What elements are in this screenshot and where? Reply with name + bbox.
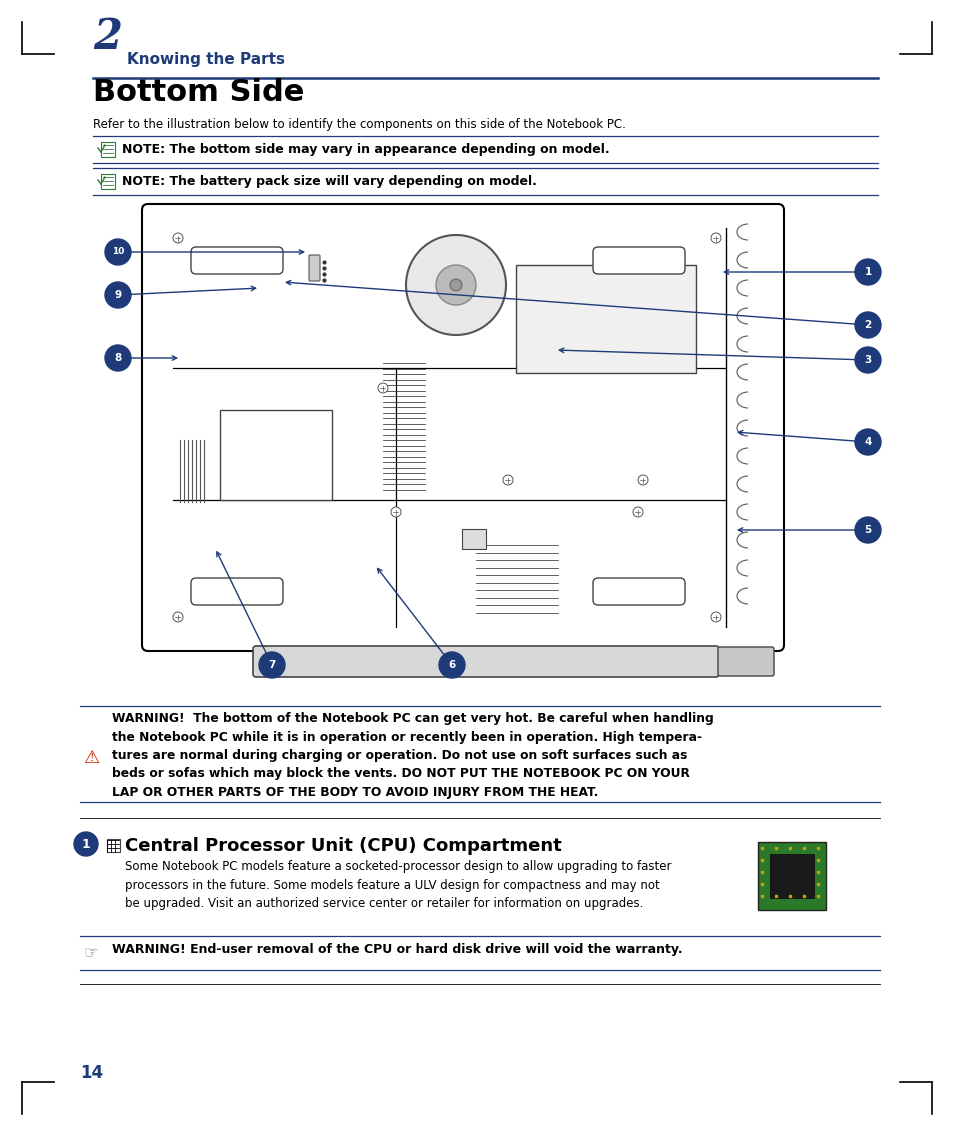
- FancyBboxPatch shape: [461, 529, 485, 549]
- Text: Bottom Side: Bottom Side: [92, 78, 304, 107]
- Text: 6: 6: [448, 660, 456, 670]
- Circle shape: [105, 239, 131, 265]
- Circle shape: [172, 612, 183, 623]
- Text: ⚠: ⚠: [83, 749, 99, 767]
- Circle shape: [854, 259, 880, 285]
- Circle shape: [633, 507, 642, 517]
- Circle shape: [438, 652, 464, 678]
- Circle shape: [172, 233, 183, 243]
- Circle shape: [391, 507, 400, 517]
- FancyBboxPatch shape: [769, 854, 813, 897]
- Text: Central Processor Unit (CPU) Compartment: Central Processor Unit (CPU) Compartment: [125, 837, 561, 855]
- Circle shape: [710, 233, 720, 243]
- FancyBboxPatch shape: [309, 254, 319, 281]
- Circle shape: [105, 282, 131, 308]
- FancyBboxPatch shape: [101, 174, 115, 189]
- Circle shape: [377, 383, 388, 393]
- Text: 2: 2: [92, 16, 122, 58]
- Text: 1: 1: [82, 837, 91, 851]
- Text: WARNING! End-user removal of the CPU or hard disk drive will void the warranty.: WARNING! End-user removal of the CPU or …: [112, 944, 682, 957]
- Circle shape: [105, 345, 131, 371]
- FancyBboxPatch shape: [253, 646, 719, 677]
- FancyBboxPatch shape: [593, 578, 684, 605]
- Text: 10: 10: [112, 248, 124, 257]
- Circle shape: [502, 475, 513, 485]
- Circle shape: [710, 612, 720, 623]
- FancyBboxPatch shape: [191, 578, 283, 605]
- Text: Refer to the illustration below to identify the components on this side of the N: Refer to the illustration below to ident…: [92, 118, 625, 131]
- Text: NOTE: The bottom side may vary in appearance depending on model.: NOTE: The bottom side may vary in appear…: [122, 142, 609, 156]
- Circle shape: [854, 312, 880, 339]
- FancyBboxPatch shape: [220, 410, 332, 500]
- Circle shape: [450, 279, 461, 291]
- Text: 4: 4: [863, 437, 871, 446]
- Text: 8: 8: [114, 353, 121, 364]
- Circle shape: [74, 832, 98, 857]
- Text: WARNING!  The bottom of the Notebook PC can get very hot. Be careful when handli: WARNING! The bottom of the Notebook PC c…: [112, 712, 713, 799]
- FancyBboxPatch shape: [516, 265, 696, 373]
- Circle shape: [854, 517, 880, 543]
- Circle shape: [854, 429, 880, 456]
- Text: 3: 3: [863, 354, 871, 365]
- Text: Knowing the Parts: Knowing the Parts: [127, 52, 285, 67]
- FancyBboxPatch shape: [718, 648, 773, 676]
- FancyBboxPatch shape: [142, 204, 783, 651]
- Text: 1: 1: [863, 267, 871, 277]
- Circle shape: [854, 346, 880, 373]
- Text: 2: 2: [863, 320, 871, 329]
- Circle shape: [406, 235, 505, 335]
- Text: ☞: ☞: [84, 944, 98, 962]
- Circle shape: [258, 652, 285, 678]
- FancyBboxPatch shape: [758, 842, 825, 910]
- Text: 7: 7: [268, 660, 275, 670]
- Circle shape: [436, 265, 476, 304]
- Text: 9: 9: [114, 290, 121, 300]
- Text: 5: 5: [863, 525, 871, 535]
- Circle shape: [638, 475, 647, 485]
- Text: Some Notebook PC models feature a socketed-processor design to allow upgrading t: Some Notebook PC models feature a socket…: [125, 860, 671, 910]
- Text: NOTE: The battery pack size will vary depending on model.: NOTE: The battery pack size will vary de…: [122, 175, 537, 187]
- FancyBboxPatch shape: [593, 247, 684, 274]
- FancyBboxPatch shape: [191, 247, 283, 274]
- FancyBboxPatch shape: [101, 142, 115, 157]
- Text: 14: 14: [80, 1064, 103, 1081]
